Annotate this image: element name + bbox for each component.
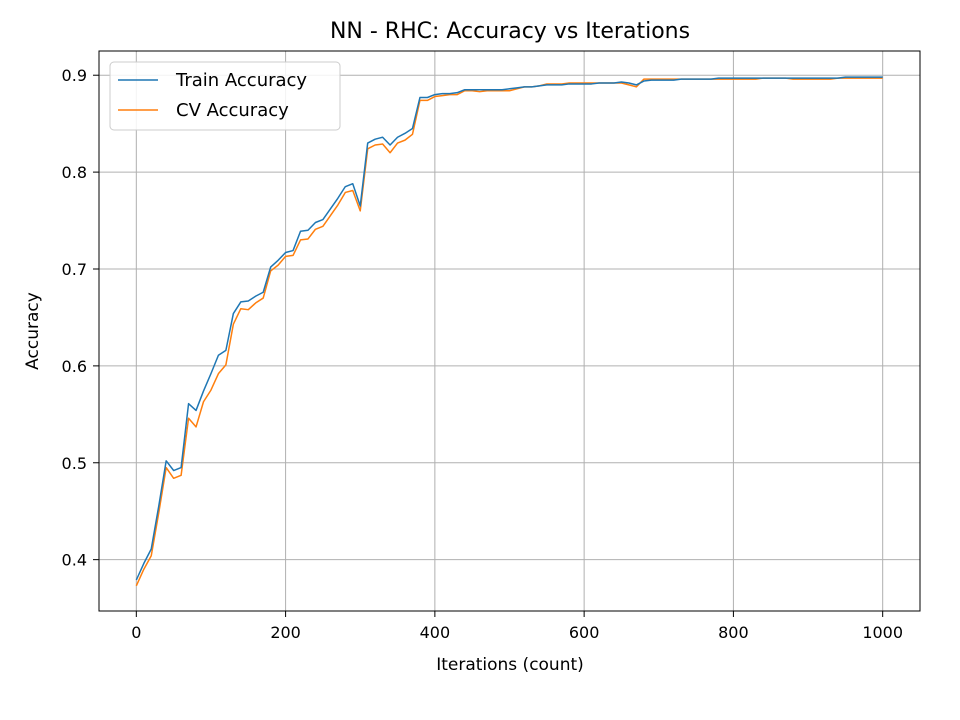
plot-frame	[98, 50, 921, 612]
series-line-train-accuracy	[135, 76, 883, 581]
x-tick-label: 800	[718, 623, 749, 642]
legend-box	[109, 61, 341, 131]
legend-label-cv: CV Accuracy	[176, 100, 289, 121]
x-tick-label: 400	[420, 623, 451, 642]
y-tick-label: 0.9	[62, 66, 87, 85]
x-tick-label: 600	[569, 623, 600, 642]
y-tick-label: 0.8	[62, 163, 87, 182]
y-axis-label: Accuracy	[23, 292, 43, 370]
x-tick-label: 0	[131, 623, 141, 642]
axis-ticks: 0 200 400 600 800 1000 0.4 0.5 0.6 0.7 0.8 0.9	[62, 66, 903, 642]
y-tick-label: 0.6	[62, 357, 87, 376]
x-tick-label: 1000	[862, 623, 903, 642]
grid	[99, 51, 920, 611]
legend-label-train: Train Accuracy	[175, 70, 307, 91]
chart-title: NN - RHC: Accuracy vs Iterations	[330, 19, 690, 44]
y-tick-label: 0.4	[62, 551, 87, 570]
x-axis-label: Iterations (count)	[436, 655, 584, 675]
y-tick-label: 0.7	[62, 260, 87, 279]
series-lines	[135, 76, 883, 587]
y-tick-label: 0.5	[62, 454, 87, 473]
x-tick-label: 200	[270, 623, 301, 642]
legend: Train Accuracy CV Accuracy	[109, 61, 341, 131]
